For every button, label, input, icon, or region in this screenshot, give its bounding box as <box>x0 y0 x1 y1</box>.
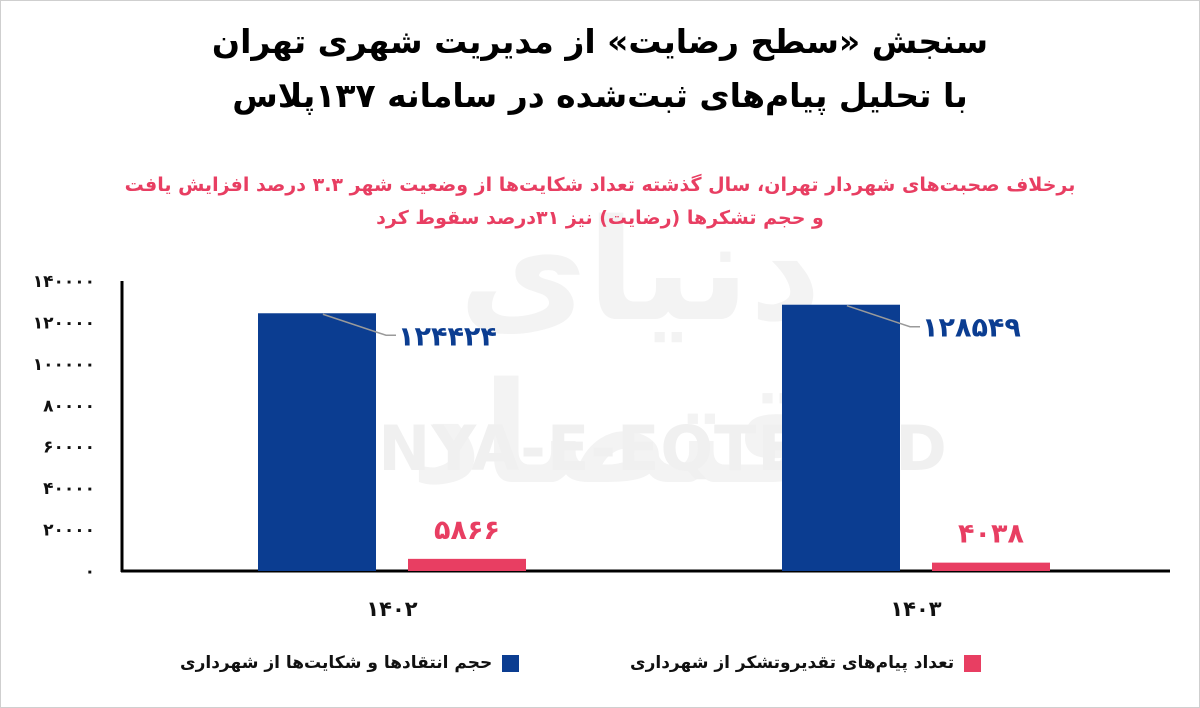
data-label-leader <box>846 305 920 328</box>
y-tick-label: ۰ <box>85 562 95 582</box>
y-tick-label: ۱۰۰۰۰۰ <box>33 355 95 375</box>
data-label-complaints: ۱۲۴۴۲۴ <box>398 321 497 352</box>
bar-thanks <box>408 558 526 571</box>
y-tick-label: ۴۰۰۰۰ <box>43 479 95 499</box>
y-tick-label: ۱۲۰۰۰۰ <box>33 313 95 333</box>
chart-title-line1: سنجش «سطح رضایت» از مدیریت شهری تهران <box>211 22 989 61</box>
y-tick-label: ۶۰۰۰۰ <box>43 438 95 458</box>
legend-item-thanks: تعداد پیام‌های تقدیروتشکر از شهرداری <box>630 650 991 676</box>
data-label-complaints: ۱۲۸۵۴۹ <box>922 313 1021 344</box>
x-category-label: ۱۴۰۲ <box>366 597 417 621</box>
chart-subtitle-line1: برخلاف صحبت‌های شهردار تهران، سال گذشته … <box>124 174 1076 196</box>
legend-swatch-complaints <box>502 654 520 672</box>
bar-thanks <box>932 562 1050 571</box>
x-category-label: ۱۴۰۳ <box>890 597 941 621</box>
data-label-leader <box>322 313 396 337</box>
y-tick-label: ۲۰۰۰۰ <box>43 521 95 541</box>
y-tick-label: ۱۴۰۰۰۰ <box>33 272 95 292</box>
bar-complaints <box>258 313 376 571</box>
y-tick-label: ۸۰۰۰۰ <box>43 396 95 416</box>
data-label-thanks: ۴۰۳۸ <box>958 519 1024 550</box>
chart-title-line2: با تحلیل پیام‌های ثبت‌شده در سامانه ۱۳۷پ… <box>232 76 968 115</box>
legend-swatch-thanks <box>964 654 982 672</box>
bar-complaints <box>782 304 900 571</box>
legend-label-thanks: تعداد پیام‌های تقدیروتشکر از شهرداری <box>630 653 955 673</box>
legend-label-complaints: حجم انتقادها و شکایت‌ها از شهرداری <box>180 653 493 673</box>
data-label-thanks: ۵۸۶۶ <box>434 515 500 546</box>
legend-item-complaints: حجم انتقادها و شکایت‌ها از شهرداری <box>180 650 529 676</box>
chart-subtitle-line2: و حجم تشکرها (رضایت) نیز ۳۱درصد سقوط کرد <box>376 207 824 229</box>
